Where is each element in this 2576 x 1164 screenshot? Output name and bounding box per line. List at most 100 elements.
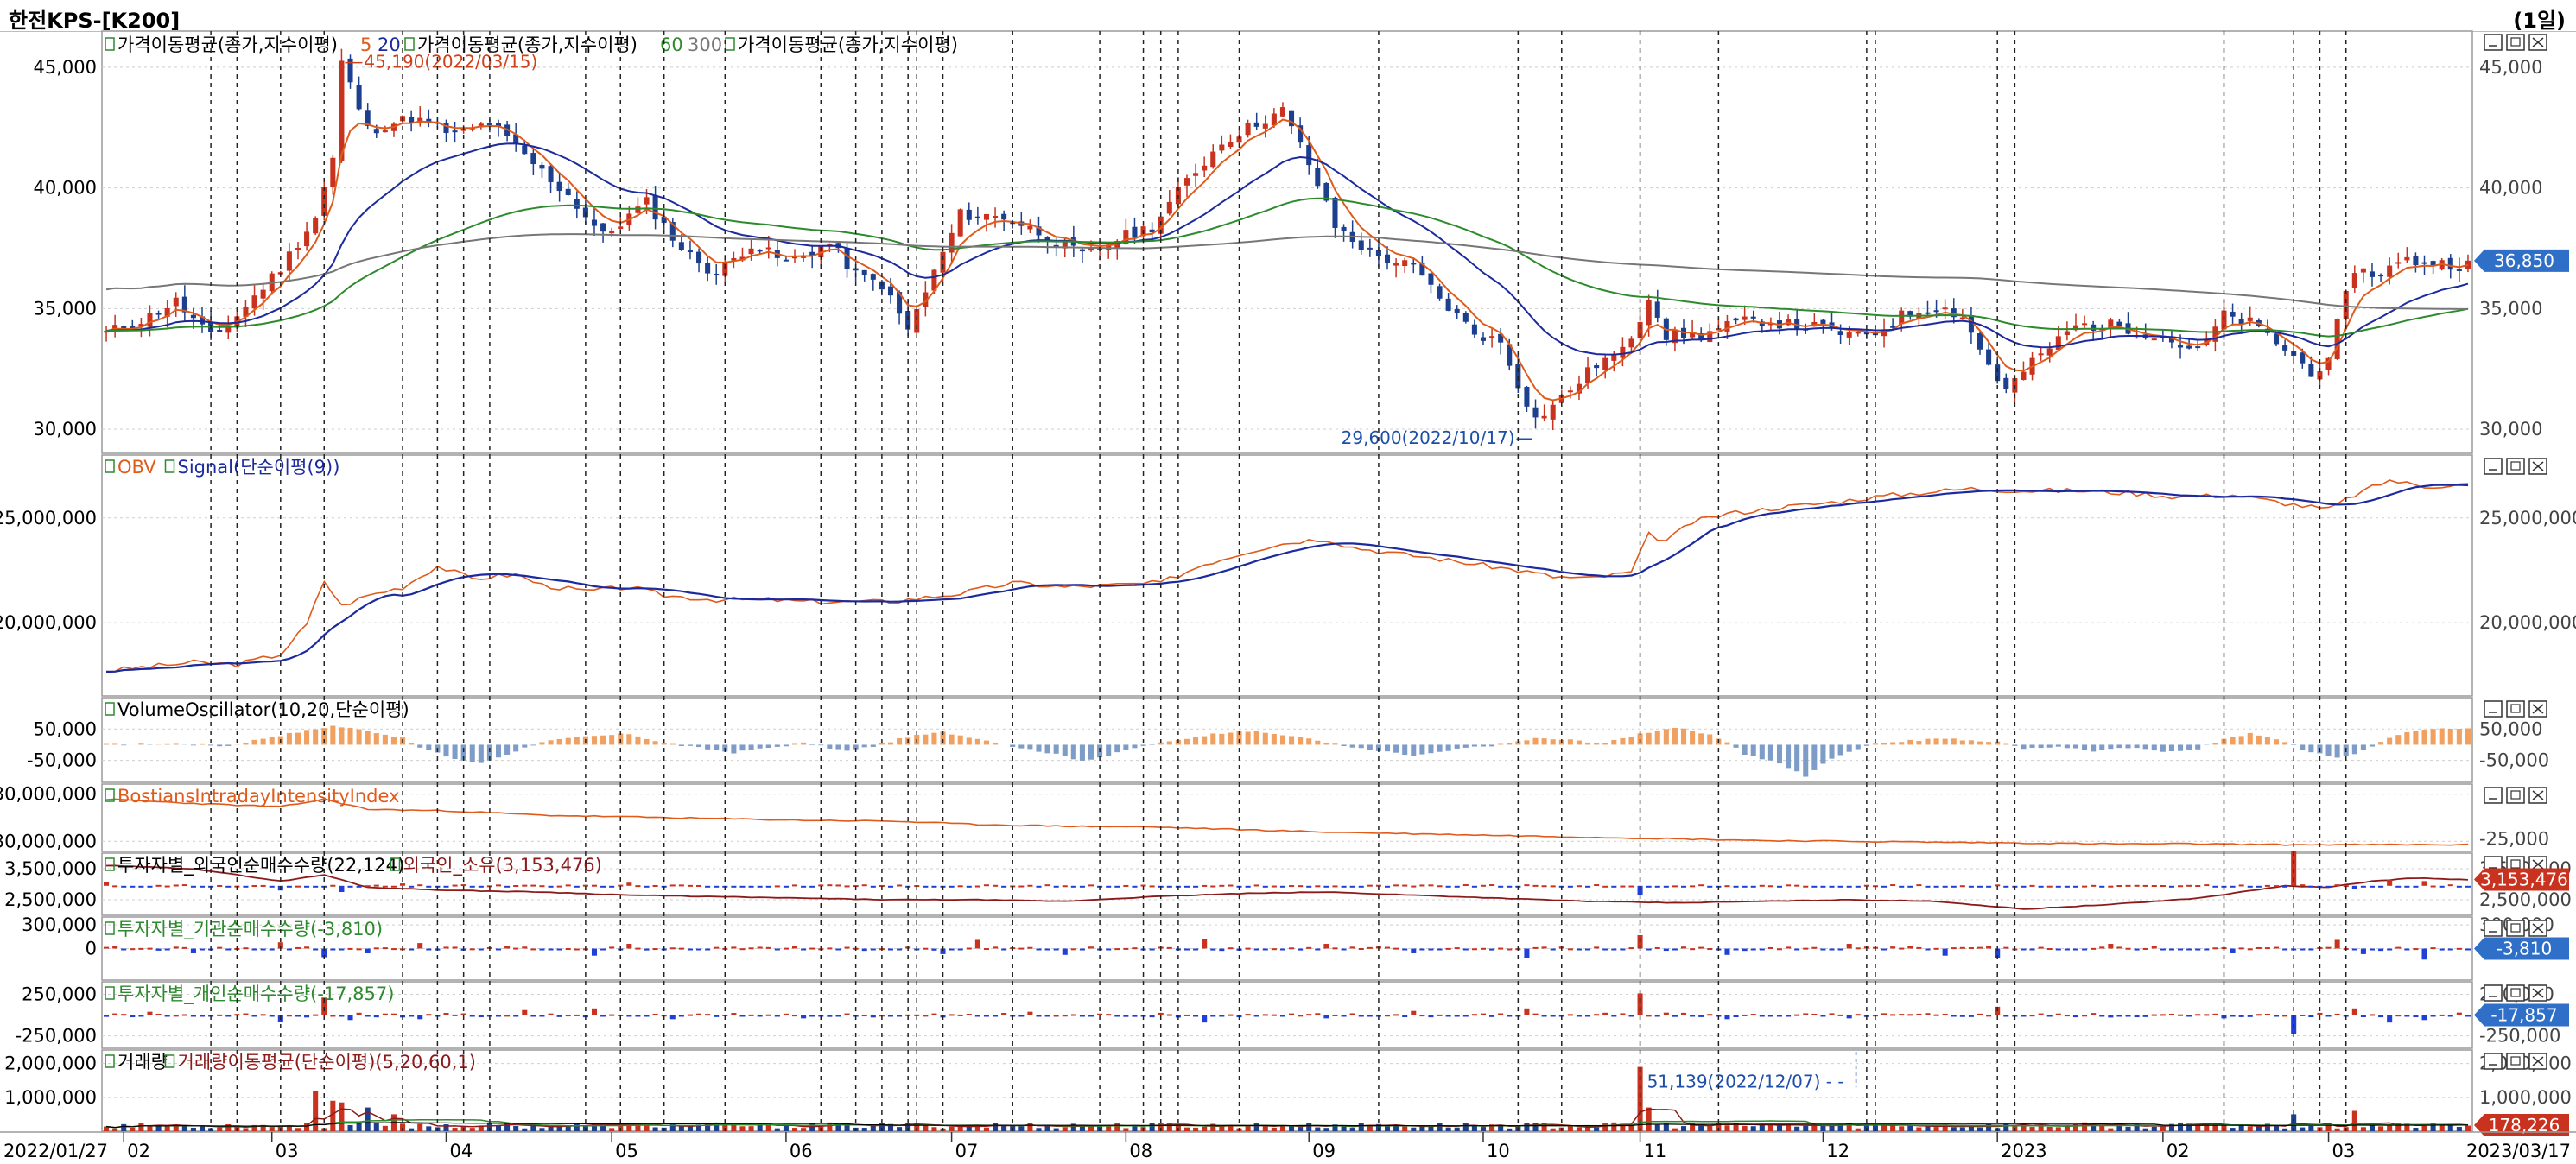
foreign-net-bar xyxy=(1541,885,1547,888)
restore-icon[interactable] xyxy=(2506,700,2525,718)
candle-body xyxy=(652,195,658,220)
individual-bar xyxy=(121,1014,127,1016)
legend-checkbox[interactable] xyxy=(105,37,115,51)
institution-bar xyxy=(827,947,833,950)
minimize-icon[interactable] xyxy=(2484,700,2503,718)
pane-buttons[interactable] xyxy=(2484,787,2547,804)
candle-body xyxy=(870,274,876,280)
candle-body xyxy=(495,123,502,127)
individual-bar xyxy=(199,1015,206,1017)
legend-checkbox[interactable] xyxy=(390,857,401,871)
vosc-bar xyxy=(1132,744,1138,749)
vosc-bar xyxy=(1202,736,1208,745)
foreign-net-bar xyxy=(1027,884,1033,887)
vosc-bar xyxy=(644,738,650,745)
foreign-net-bar xyxy=(1776,885,1783,888)
legend-checkbox[interactable] xyxy=(404,37,415,51)
minimize-icon[interactable] xyxy=(2484,1053,2503,1070)
candle-body xyxy=(1646,299,1652,326)
vosc-bar xyxy=(2029,744,2035,748)
pane-buttons[interactable] xyxy=(2484,920,2547,937)
volume-bar xyxy=(1183,1127,1190,1131)
pane-buttons[interactable] xyxy=(2484,458,2547,475)
individual-bar xyxy=(530,1015,536,1017)
foreign-net-bar xyxy=(678,884,684,887)
pane-buttons[interactable] xyxy=(2484,34,2547,51)
pane-buttons[interactable] xyxy=(2484,700,2547,718)
foreign-net-bar xyxy=(409,885,415,888)
individual-bar xyxy=(1899,1014,1905,1016)
legend-checkbox[interactable] xyxy=(105,788,115,802)
minimize-icon[interactable] xyxy=(2484,984,2503,1002)
volume-bar xyxy=(835,1124,841,1131)
candle-body xyxy=(897,292,903,314)
restore-icon[interactable] xyxy=(2506,458,2525,475)
volume-bar xyxy=(2055,1127,2061,1131)
legend-checkbox[interactable] xyxy=(164,1054,175,1068)
candle-body xyxy=(1062,240,1068,249)
candle-body xyxy=(373,129,379,134)
individual-bar xyxy=(1524,1008,1530,1015)
legend-item: 20 xyxy=(378,35,401,55)
individual-bar xyxy=(626,1015,632,1017)
foreign-net-bar xyxy=(923,885,929,888)
vosc-bar xyxy=(313,729,319,745)
institution-bar xyxy=(321,948,327,958)
candle-body xyxy=(2195,346,2201,349)
legend-checkbox[interactable] xyxy=(105,702,115,716)
vosc-bar xyxy=(217,744,223,747)
restore-icon[interactable] xyxy=(2506,34,2525,51)
restore-icon[interactable] xyxy=(2506,1053,2525,1070)
foreign-net-bar xyxy=(400,883,406,886)
candle-body xyxy=(757,250,763,252)
vosc-bar xyxy=(1733,744,1739,748)
candle-body xyxy=(1899,310,1905,325)
institution-bar xyxy=(2125,947,2131,950)
individual-bar xyxy=(1942,1013,1948,1015)
institution-bar xyxy=(696,948,702,951)
minimize-icon[interactable] xyxy=(2484,458,2503,475)
candle-body xyxy=(2072,325,2079,331)
individual-bar xyxy=(600,1015,606,1017)
minimize-icon[interactable] xyxy=(2484,787,2503,804)
institution-bar xyxy=(1036,948,1042,951)
individual-bar xyxy=(460,1013,466,1015)
vosc-bar xyxy=(1933,738,1939,745)
legend-checkbox[interactable] xyxy=(164,459,175,473)
institution-bar xyxy=(1611,948,1617,951)
minimize-icon[interactable] xyxy=(2484,920,2503,937)
candle-body xyxy=(2151,338,2157,341)
minimize-icon[interactable] xyxy=(2484,34,2503,51)
candle-body xyxy=(2046,348,2053,356)
foreign-net-bar xyxy=(1742,885,1748,888)
candle-body xyxy=(1132,226,1138,238)
individual-bar xyxy=(1202,1015,1208,1023)
legend-checkbox[interactable] xyxy=(105,986,115,1000)
individual-bar xyxy=(1585,1015,1591,1017)
volume-bar xyxy=(1132,1125,1138,1131)
legend-checkbox[interactable] xyxy=(105,1054,115,1068)
restore-icon[interactable] xyxy=(2506,787,2525,804)
foreign-net-bar xyxy=(478,885,484,888)
pane-buttons[interactable] xyxy=(2484,1053,2547,1070)
legend-checkbox[interactable] xyxy=(105,459,115,473)
institution-bar xyxy=(1419,948,1425,951)
restore-icon[interactable] xyxy=(2506,920,2525,937)
pane-buttons[interactable] xyxy=(2484,984,2547,1002)
individual-bar xyxy=(556,1015,562,1017)
foreign-net-bar xyxy=(791,884,798,887)
restore-icon[interactable] xyxy=(2506,984,2525,1002)
legend-checkbox[interactable] xyxy=(105,857,115,871)
institution-bar xyxy=(1986,946,1992,949)
individual-bar xyxy=(1332,1014,1338,1016)
institution-bar xyxy=(2021,948,2027,951)
volume-bar xyxy=(199,1125,206,1131)
candle-body xyxy=(1986,349,1992,365)
individual-bar xyxy=(1532,1013,1539,1015)
candle-body xyxy=(1585,367,1591,384)
individual-bar xyxy=(251,1015,257,1017)
foreign-net-bar xyxy=(1524,884,1530,887)
legend-checkbox[interactable] xyxy=(105,921,115,935)
foreign-net-bar xyxy=(870,885,876,888)
